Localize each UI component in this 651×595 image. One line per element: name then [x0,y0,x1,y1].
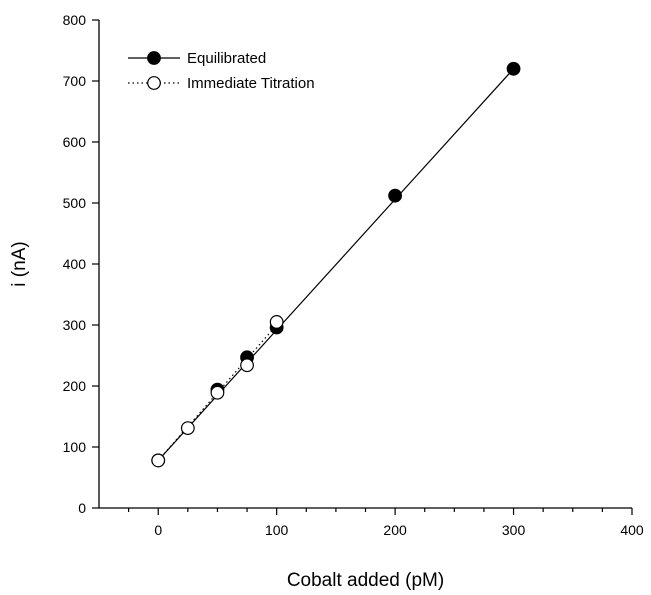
legend-label-immediate-titration: Immediate Titration [187,75,315,92]
x-tick-label: 400 [620,522,644,538]
y-tick-label: 800 [63,12,87,28]
y-axis-title: i (nA) [9,241,30,286]
y-tick-label: 0 [78,500,86,516]
x-ticks: 0 100 200 300 400 [128,508,644,538]
y-tick-label: 400 [63,256,87,272]
data-point-immediate-titration [240,358,254,373]
y-tick-label: 200 [63,378,87,394]
data-points [151,61,521,468]
fit-line-equilibrated [157,68,514,461]
x-axis-title: Cobalt added (pM) [287,570,444,591]
legend-marker-equilibrated [147,51,161,65]
x-tick-label: 100 [265,522,289,538]
data-point-equilibrated [506,61,521,76]
axes [98,20,632,509]
data-point-immediate-titration [151,453,166,468]
y-tick-label: 600 [63,134,87,150]
y-tick-label: 100 [63,439,87,455]
fit-line-immediate-titration [157,324,278,461]
fit-lines [157,68,514,461]
y-tick-label: 700 [63,73,87,89]
data-point-equilibrated [388,188,403,203]
legend: Equilibrated Immediate Titration [128,50,315,92]
y-tick-label: 300 [63,317,87,333]
legend-label-equilibrated: Equilibrated [187,50,266,67]
y-ticks: 0 100 200 300 400 500 600 700 800 [63,12,99,516]
data-point-immediate-titration [210,385,225,400]
legend-marker-immediate-titration [147,76,161,90]
y-tick-label: 500 [63,195,87,211]
x-tick-label: 300 [502,522,526,538]
data-point-immediate-titration [180,421,195,435]
data-point-immediate-titration [269,315,284,329]
x-tick-label: 0 [154,522,162,538]
x-tick-label: 200 [383,522,407,538]
